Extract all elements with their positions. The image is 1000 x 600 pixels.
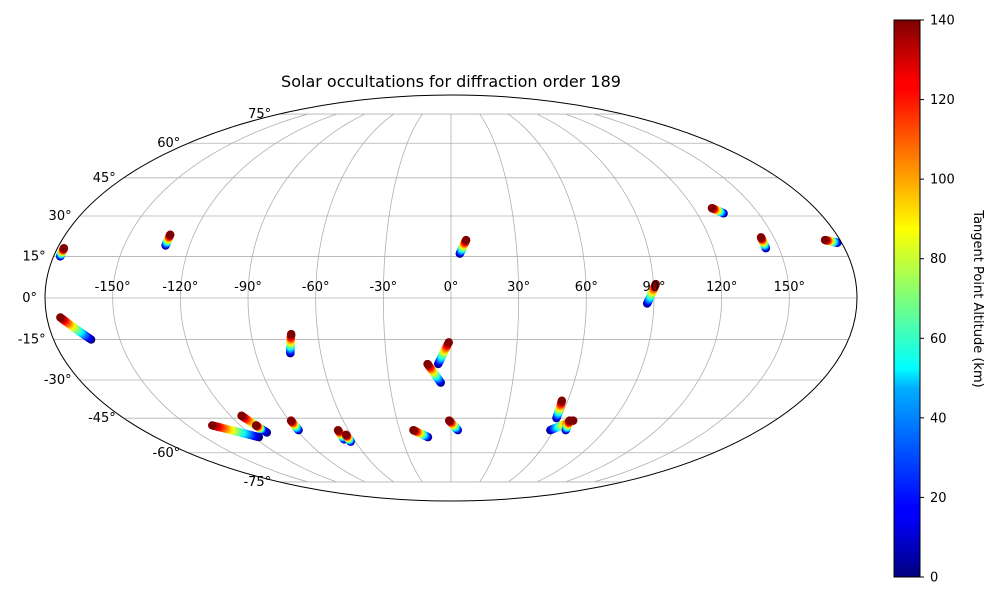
lat-tick-label: -75° [243,475,271,490]
track-point [445,416,454,425]
lat-tick-label: 15° [23,249,46,264]
occultation-track [756,233,771,253]
lat-tick-label: 30° [49,209,72,224]
occultation-track [820,235,842,247]
occultation-track [434,338,453,369]
track-point [444,338,453,347]
lat-tick-label: -30° [44,373,72,388]
occultation-track [341,430,355,446]
track-point [56,313,65,322]
track-point [820,235,830,245]
track-point [409,425,418,435]
lon-tick-label: 30° [507,280,530,295]
track-point [251,421,261,430]
lat-tick-label: 45° [93,171,116,186]
occultation-track [409,425,433,442]
track-point [423,359,432,369]
lon-tick-label: -90° [234,280,262,295]
longitude-tick-labels: -150° -120° -90° -60° -30° 0° 30° 60° 90° 120° 150… [95,280,805,295]
occultation-track [286,416,303,435]
occultation-track [561,416,574,435]
colorbar-tick-label: 0 [930,571,938,586]
lon-tick-label: -60° [302,280,330,295]
occultation-track [56,313,96,344]
track-point [166,230,175,239]
colorbar-tick-label: 100 [930,173,955,188]
lon-tick-label: -150° [95,280,131,295]
lat-tick-label: -60° [153,446,181,461]
map-boundary [44,94,858,502]
track-point [333,425,343,435]
track-point [237,411,246,420]
occultation-track [208,421,264,442]
lon-tick-label: 60° [575,280,598,295]
occultation-track [445,416,463,435]
track-point [341,430,351,440]
track-point [208,421,217,430]
lon-tick-label: 90° [642,280,665,295]
occultation-track [552,396,567,423]
colorbar-tick-label: 120 [930,93,955,108]
lon-tick-label: -30° [369,280,397,295]
track-point [59,244,69,253]
colorbar-ticks: 0 20 40 60 80 100 120 140 [920,14,955,586]
track-point [557,396,567,405]
occultation-track [423,359,445,387]
colorbar-tick-label: 140 [930,14,955,29]
occultation-track [455,235,471,258]
occultation-track [286,329,296,358]
lon-tick-label: -120° [162,280,198,295]
track-point [286,416,296,425]
track-point [756,233,766,242]
track-point [707,203,717,213]
lat-tick-label: -45° [88,411,116,426]
latitude-tick-labels: -75° -60° -45° -30° -15° 0° 15° 30° 45° 60° 75° [18,107,271,490]
lat-tick-label: 60° [157,136,180,151]
occultation-track [642,279,660,308]
colorbar-label: Tangent Point Altitude (km) [970,209,985,387]
lat-tick-label: 0° [22,291,37,306]
lat-tick-label: -15° [18,333,46,348]
colorbar-gradient [893,19,921,578]
track-point [286,329,296,339]
lon-tick-label: 120° [706,280,737,295]
colorbar-tick-label: 40 [930,411,947,426]
track-point [651,279,660,289]
track-point [461,235,471,245]
lon-tick-label: 150° [774,280,805,295]
colorbar: 0 20 40 60 80 100 120 140 Tangent Point Altitud… [893,14,985,586]
lat-tick-label: 75° [248,107,271,122]
occultation-track [707,203,728,218]
colorbar-tick-label: 80 [930,252,947,267]
lon-tick-label: 0° [444,280,459,295]
occultation-tracks [56,203,842,446]
track-point [565,416,574,425]
colorbar-tick-label: 20 [930,491,947,506]
occultation-track [56,244,69,261]
colorbar-tick-label: 60 [930,332,947,347]
occultation-track [251,421,267,435]
chart-title: Solar occultations for diffraction order… [281,72,621,91]
occultation-track [161,230,175,250]
